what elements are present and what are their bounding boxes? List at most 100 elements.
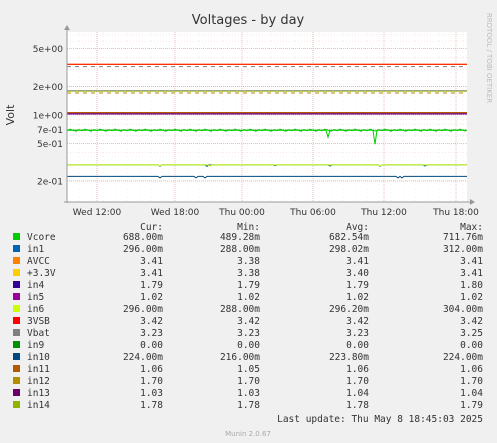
legend-swatch bbox=[13, 353, 20, 360]
legend-header: Cur: bbox=[140, 222, 163, 233]
legend-value: 3.23 bbox=[140, 328, 163, 339]
legend-name: in1 bbox=[27, 244, 44, 255]
legend-value: 0.00 bbox=[346, 340, 369, 351]
axes bbox=[64, 25, 475, 205]
legend-name: in12 bbox=[27, 376, 50, 387]
legend-value: 224.00m bbox=[443, 352, 483, 363]
legend-value: 1.79 bbox=[140, 280, 163, 291]
legend-value: 3.42 bbox=[140, 316, 163, 327]
legend-name: in6 bbox=[27, 304, 44, 315]
y-tick-label: 7e-01 bbox=[37, 126, 63, 136]
y-axis-label: Volt bbox=[4, 104, 17, 125]
series-line-in6 bbox=[67, 164, 467, 167]
last-update: Last update: Thu May 8 18:45:03 2025 bbox=[277, 414, 483, 425]
legend-value: 1.70 bbox=[140, 376, 163, 387]
legend-value: 3.42 bbox=[237, 316, 260, 327]
series-line-in10 bbox=[67, 175, 467, 179]
legend-swatch bbox=[13, 281, 20, 288]
legend-value: 1.02 bbox=[237, 292, 260, 303]
legend-value: 296.00m bbox=[123, 244, 163, 255]
legend-value: 223.80m bbox=[329, 352, 369, 363]
legend-value: 1.70 bbox=[346, 376, 369, 387]
legend-name: in4 bbox=[27, 280, 44, 291]
legend-value: 1.04 bbox=[460, 388, 483, 399]
x-tick-label: Thu 12:00 bbox=[360, 208, 407, 218]
legend-table: Cur: Min: Avg: Max: Vcore 688.00m 489.28m 682.5… bbox=[13, 222, 483, 411]
series-noise-Vcore bbox=[66, 128, 467, 132]
legend-value: 682.54m bbox=[329, 232, 369, 243]
legend-header: Min: bbox=[237, 222, 260, 233]
legend-value: 1.78 bbox=[237, 400, 260, 411]
legend-value: 1.02 bbox=[140, 292, 163, 303]
legend-value: 3.41 bbox=[460, 268, 483, 279]
legend-swatch bbox=[13, 269, 20, 276]
legend-value: 1.06 bbox=[140, 364, 163, 375]
y-tick-label: 1e+00 bbox=[33, 111, 64, 121]
legend-name: in13 bbox=[27, 388, 50, 399]
legend-value: 1.03 bbox=[237, 388, 260, 399]
legend-value: 1.05 bbox=[237, 364, 260, 375]
x-tick-label: Wed 12:00 bbox=[73, 208, 122, 218]
legend-name: in5 bbox=[27, 292, 44, 303]
series-lines bbox=[66, 63, 467, 179]
x-tick-label: Thu 06:00 bbox=[289, 208, 336, 218]
plot-area bbox=[67, 32, 467, 202]
legend-value: 1.80 bbox=[460, 280, 483, 291]
legend-value: 304.00m bbox=[443, 304, 483, 315]
legend-name: in11 bbox=[27, 364, 50, 375]
legend-name: in10 bbox=[27, 352, 50, 363]
legend-swatch bbox=[13, 329, 20, 336]
legend-name: Vbat bbox=[27, 328, 50, 339]
legend-value: 1.79 bbox=[460, 400, 483, 411]
legend-value: 1.78 bbox=[140, 400, 163, 411]
legend-name: 3VSB bbox=[27, 316, 50, 327]
legend-value: 3.23 bbox=[237, 328, 260, 339]
legend-name: +3.3V bbox=[27, 268, 56, 279]
y-tick-label: 2e+00 bbox=[33, 83, 64, 93]
legend-header: Avg: bbox=[346, 222, 369, 233]
grid-lines bbox=[67, 32, 467, 202]
legend-value: 3.42 bbox=[460, 316, 483, 327]
legend-swatch bbox=[13, 305, 20, 312]
legend-value: 298.02m bbox=[329, 244, 369, 255]
legend-value: 3.25 bbox=[460, 328, 483, 339]
legend-value: 3.41 bbox=[346, 256, 369, 267]
legend-value: 296.00m bbox=[123, 304, 163, 315]
legend-value: 312.00m bbox=[443, 244, 483, 255]
y-tick-label: 5e+00 bbox=[33, 45, 64, 55]
legend-swatch bbox=[13, 401, 20, 408]
legend-swatch bbox=[13, 233, 20, 240]
legend-header: Max: bbox=[460, 222, 483, 233]
y-tick-label: 2e-01 bbox=[37, 177, 63, 187]
legend-value: 3.40 bbox=[346, 268, 369, 279]
legend-value: 0.00 bbox=[237, 340, 260, 351]
x-tick-label: Thu 00:00 bbox=[218, 208, 265, 218]
legend-name: in14 bbox=[27, 400, 50, 411]
legend-value: 216.00m bbox=[220, 352, 260, 363]
legend-value: 711.76m bbox=[443, 232, 483, 243]
legend-value: 1.79 bbox=[346, 280, 369, 291]
axis-ticks: 5e+00 2e+00 1e+00 7e-01 5e-01 2e-01 Wed 12:00 W… bbox=[33, 45, 479, 218]
legend-value: 3.38 bbox=[237, 268, 260, 279]
munin-footer: Munin 2.0.67 bbox=[225, 430, 271, 438]
legend-value: 224.00m bbox=[123, 352, 163, 363]
legend-value: 1.06 bbox=[460, 364, 483, 375]
legend-swatch bbox=[13, 317, 20, 324]
legend-swatch bbox=[13, 377, 20, 384]
legend-value: 0.00 bbox=[460, 340, 483, 351]
legend-value: 3.41 bbox=[460, 256, 483, 267]
legend-name: Vcore bbox=[27, 232, 56, 243]
legend-value: 288.00m bbox=[220, 304, 260, 315]
legend-value: 3.23 bbox=[346, 328, 369, 339]
legend-name: in9 bbox=[27, 340, 44, 351]
legend-value: 1.78 bbox=[346, 400, 369, 411]
x-tick-label: Wed 18:00 bbox=[151, 208, 200, 218]
legend-value: 3.41 bbox=[140, 268, 163, 279]
legend-value: 1.70 bbox=[460, 376, 483, 387]
legend-name: AVCC bbox=[27, 256, 50, 267]
legend-swatch bbox=[13, 293, 20, 300]
y-tick-label: 5e-01 bbox=[37, 140, 63, 150]
legend-value: 1.02 bbox=[346, 292, 369, 303]
legend-swatch bbox=[13, 257, 20, 264]
